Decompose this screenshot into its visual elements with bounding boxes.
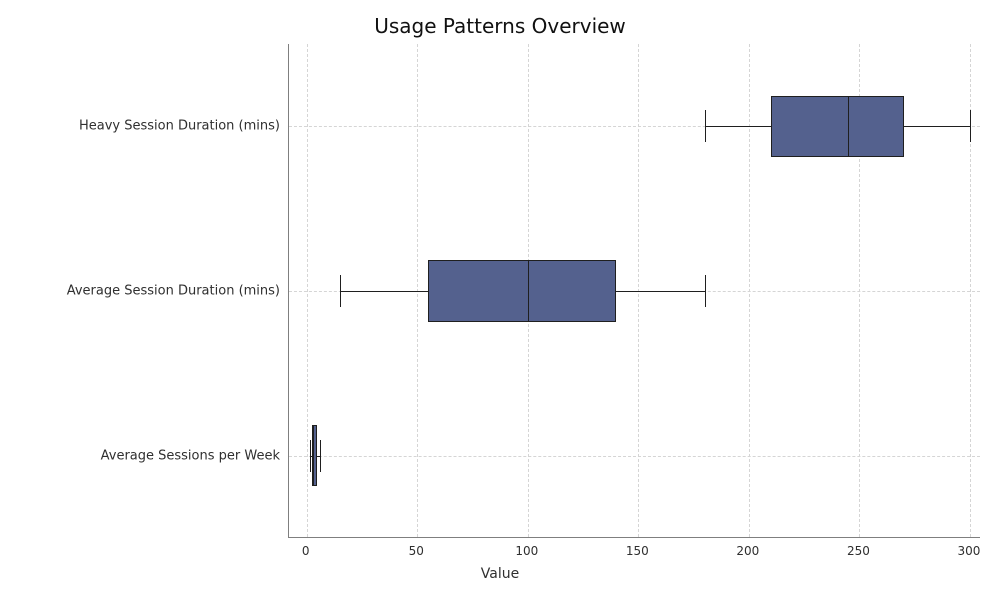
whisker-low-line [340,291,428,292]
whisker-high-cap [705,275,706,307]
x-tick-label: 0 [302,544,310,558]
whisker-low-line [705,126,771,127]
chart-root: Usage Patterns Overview Value 0 50 100 150 2… [0,0,1000,595]
chart-title: Usage Patterns Overview [0,14,1000,38]
box [428,260,616,322]
whisker-low-cap [340,275,341,307]
median-line [528,260,529,322]
plot-area [288,44,980,538]
x-tick-label: 50 [409,544,424,558]
y-category-label: Average Session Duration (mins) [67,284,280,299]
y-category-label: Heavy Session Duration (mins) [79,119,280,134]
whisker-high-line [616,291,704,292]
median-line [848,96,849,158]
x-axis-label: Value [0,566,1000,582]
y-category-label: Average Sessions per Week [101,448,280,463]
gridline-y [289,456,980,457]
whisker-high-line [904,126,970,127]
whisker-high-cap [320,440,321,472]
x-tick-label: 200 [736,544,759,558]
whisker-high-cap [970,110,971,142]
whisker-low-cap [705,110,706,142]
x-tick-label: 100 [515,544,538,558]
x-tick-label: 150 [626,544,649,558]
median-line [313,425,314,487]
x-tick-label: 300 [957,544,980,558]
x-tick-label: 250 [847,544,870,558]
box [771,96,904,158]
